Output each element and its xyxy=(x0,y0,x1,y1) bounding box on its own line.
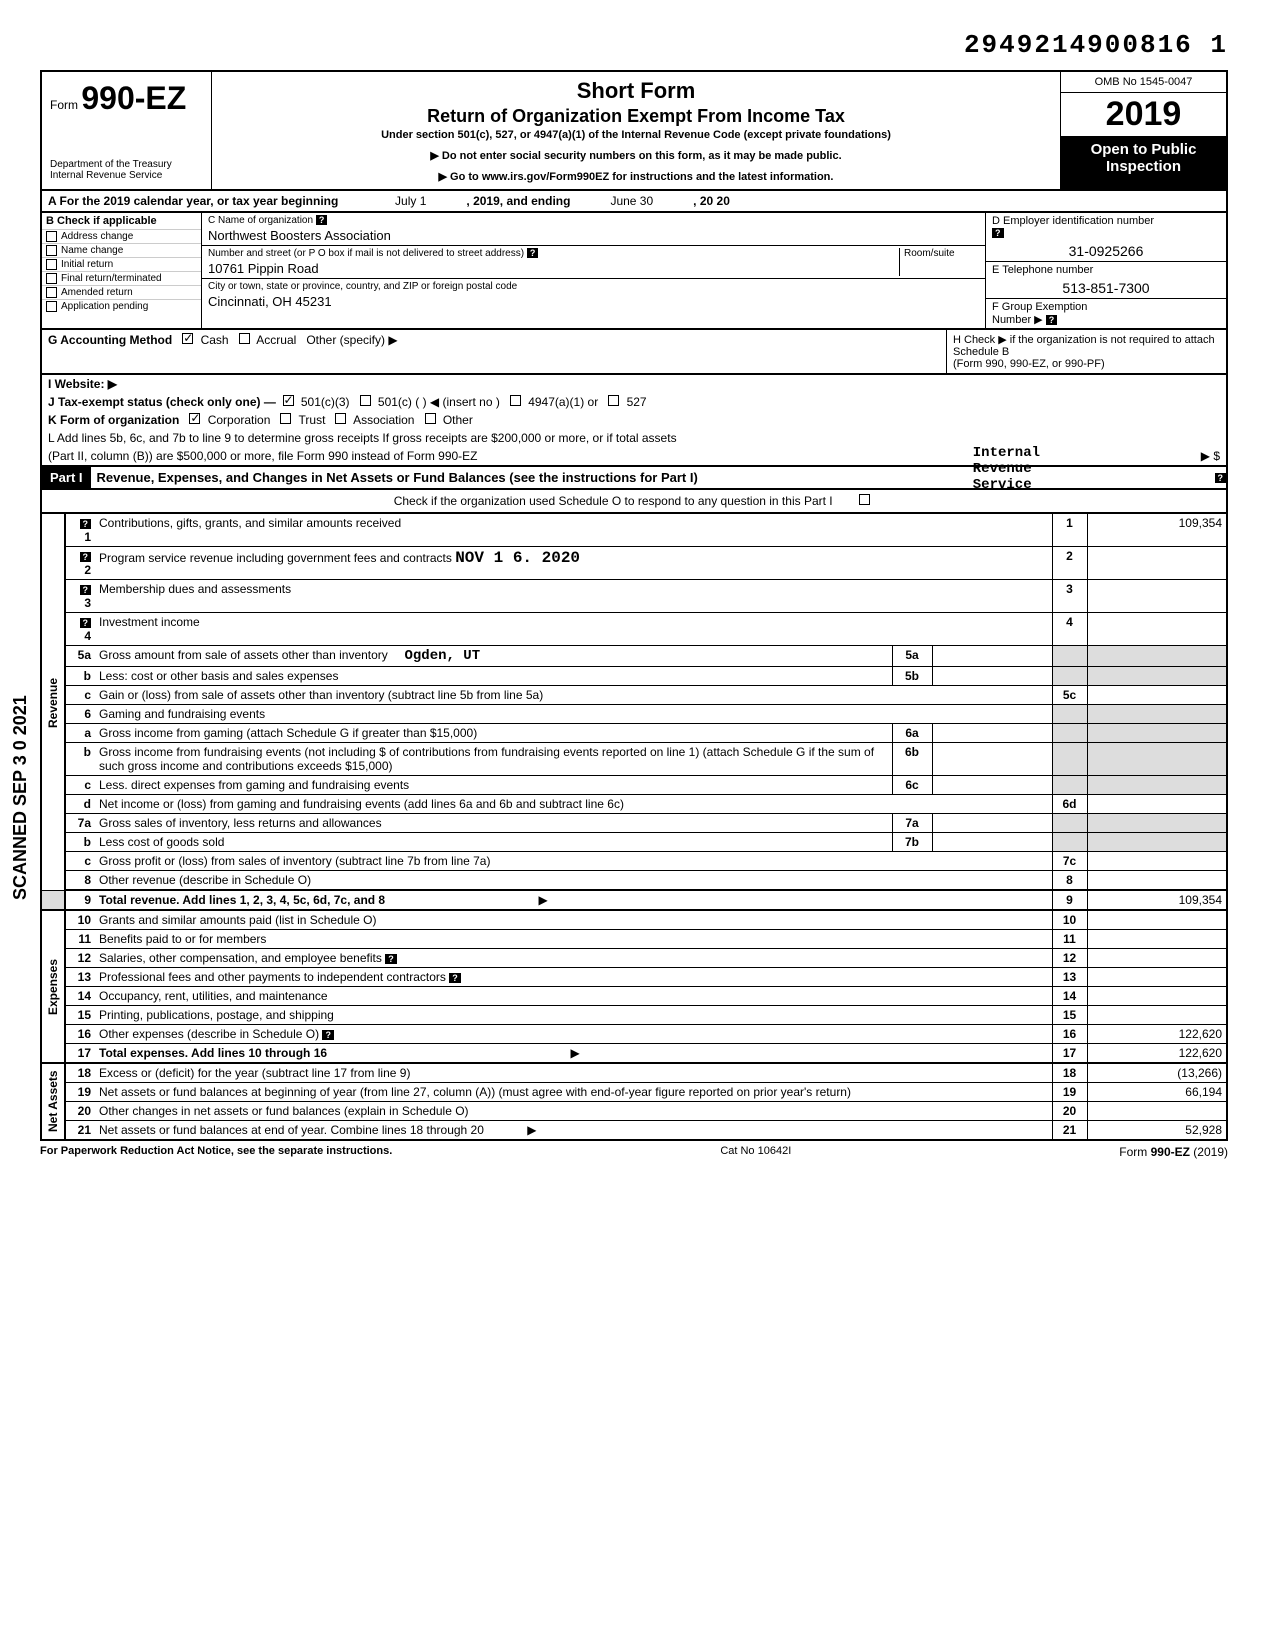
row-k-form-org: K Form of organization Corporation Trust… xyxy=(40,411,1228,429)
checkbox-501c[interactable] xyxy=(360,395,371,406)
return-title: Return of Organization Exempt From Incom… xyxy=(222,106,1050,127)
checkbox-initial-return[interactable] xyxy=(46,259,57,270)
dept-label: Department of the Treasury Internal Reve… xyxy=(50,159,203,181)
form-number: Form 990-EZ xyxy=(50,80,203,117)
net-assets-side-label: Net Assets xyxy=(41,1063,65,1140)
row-l-line2: (Part II, column (B)) are $500,000 or mo… xyxy=(40,447,1228,467)
help-icon: ? xyxy=(992,228,1004,238)
help-icon: ? xyxy=(449,973,461,983)
street-address: 10761 Pippin Road xyxy=(208,259,899,276)
checkbox-accrual[interactable] xyxy=(239,333,250,344)
irs-stamp: Internal Revenue Service xyxy=(973,445,1040,493)
org-name: Northwest Boosters Association xyxy=(208,226,979,243)
date-stamp: NOV 1 6. 2020 xyxy=(455,549,580,567)
checkbox-527[interactable] xyxy=(608,395,619,406)
phone-value: 513-851-7300 xyxy=(992,276,1220,296)
checkbox-cash[interactable] xyxy=(182,333,193,344)
row-g-h: G Accounting Method Cash Accrual Other (… xyxy=(40,330,1228,375)
checkbox-name-change[interactable] xyxy=(46,245,57,256)
col-b-header: B Check if applicable xyxy=(42,213,201,229)
group-exemption-label: F Group Exemption xyxy=(992,301,1220,313)
help-icon: ? xyxy=(316,215,328,225)
checkbox-address-change[interactable] xyxy=(46,231,57,242)
under-section: Under section 501(c), 527, or 4947(a)(1)… xyxy=(222,129,1050,141)
checkbox-schedule-o[interactable] xyxy=(859,494,870,505)
part-1-header: Part I Revenue, Expenses, and Changes in… xyxy=(40,467,1228,490)
expenses-side-label: Expenses xyxy=(41,910,65,1063)
phone-label: E Telephone number xyxy=(992,264,1220,276)
checkbox-application-pending[interactable] xyxy=(46,301,57,312)
ein-label: D Employer identification number xyxy=(992,215,1220,227)
checkbox-amended-return[interactable] xyxy=(46,287,57,298)
warning-url: ▶ Go to www.irs.gov/Form990EZ for instru… xyxy=(222,170,1050,183)
part-1-check: Check if the organization used Schedule … xyxy=(40,490,1228,514)
document-number: 2949214900816 1 xyxy=(40,30,1228,60)
form-header: Form 990-EZ Department of the Treasury I… xyxy=(40,70,1228,191)
row-a-tax-year: A For the 2019 calendar year, or tax yea… xyxy=(40,191,1228,213)
ogden-stamp: Ogden, UT xyxy=(404,648,480,664)
checkbox-4947[interactable] xyxy=(510,395,521,406)
section-bcdef: B Check if applicable Address change Nam… xyxy=(40,213,1228,330)
page-footer: For Paperwork Reduction Act Notice, see … xyxy=(40,1141,1228,1163)
street-label: Number and street (or P O box if mail is… xyxy=(208,248,524,259)
scanned-stamp: SCANNED SEP 3 0 2021 xyxy=(10,695,31,900)
checkbox-final-return[interactable] xyxy=(46,273,57,284)
checkbox-trust[interactable] xyxy=(280,413,291,424)
main-form-table: Revenue ? 1 Contributions, gifts, grants… xyxy=(40,514,1228,1141)
room-label: Room/suite xyxy=(904,248,979,259)
row-l-line1: L Add lines 5b, 6c, and 7b to line 9 to … xyxy=(40,429,1228,447)
omb-number: OMB No 1545-0047 xyxy=(1061,72,1226,93)
warning-ssn: ▶ Do not enter social security numbers o… xyxy=(222,149,1050,162)
revenue-side-label: Revenue xyxy=(41,514,65,890)
schedule-b-check: H Check ▶ if the organization is not req… xyxy=(953,333,1220,358)
ein-value: 31-0925266 xyxy=(992,239,1220,259)
row-i-website: I Website: ▶ xyxy=(40,375,1228,393)
tax-year: 2019 xyxy=(1061,93,1226,137)
help-icon: ? xyxy=(385,954,397,964)
help-icon: ? xyxy=(1215,473,1227,483)
open-public-badge: Open to Public Inspection xyxy=(1061,137,1226,189)
help-icon: ? xyxy=(527,248,539,258)
checkbox-other-org[interactable] xyxy=(425,413,436,424)
short-form-title: Short Form xyxy=(222,78,1050,104)
checkbox-association[interactable] xyxy=(335,413,346,424)
row-j-tax-status: J Tax-exempt status (check only one) — 5… xyxy=(40,393,1228,411)
name-label: C Name of organization xyxy=(208,215,313,226)
help-icon: ? xyxy=(1046,315,1058,325)
checkbox-corporation[interactable] xyxy=(189,413,200,424)
city-state-zip: Cincinnati, OH 45231 xyxy=(208,292,979,309)
checkbox-501c3[interactable] xyxy=(283,395,294,406)
city-label: City or town, state or province, country… xyxy=(208,281,979,292)
help-icon: ? xyxy=(322,1030,334,1040)
